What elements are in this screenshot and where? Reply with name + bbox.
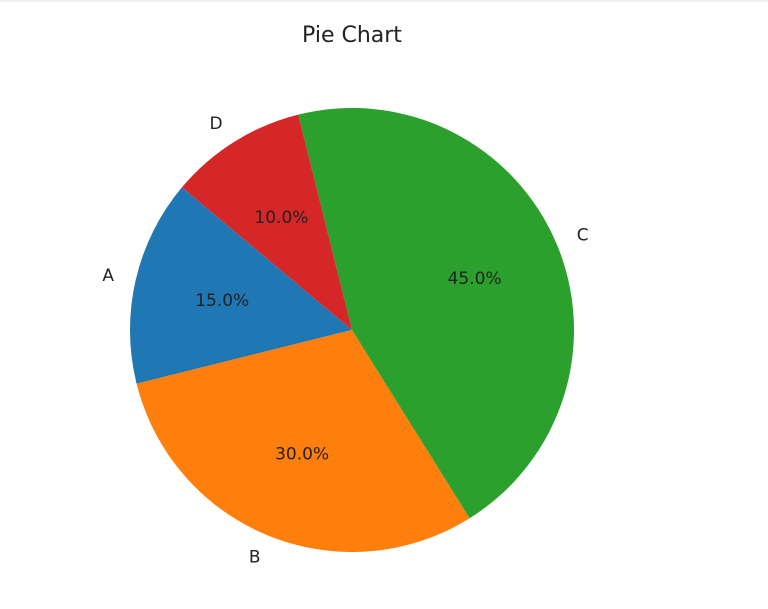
slice-percent-a: 15.0% — [195, 291, 249, 311]
chart-title: Pie Chart — [302, 23, 402, 48]
slice-label-a: A — [102, 266, 114, 286]
pie-slice-a — [130, 187, 352, 384]
pie-slice-d — [181, 114, 352, 330]
pie-slice-c — [298, 108, 574, 519]
slice-percent-d: 10.0% — [254, 208, 308, 228]
slice-percent-b: 30.0% — [275, 445, 329, 465]
pie-slice-b — [136, 330, 470, 552]
slice-percent-c: 45.0% — [448, 269, 502, 289]
slice-label-b: B — [249, 547, 261, 567]
slice-label-d: D — [209, 114, 222, 134]
slice-label-c: C — [577, 226, 589, 246]
